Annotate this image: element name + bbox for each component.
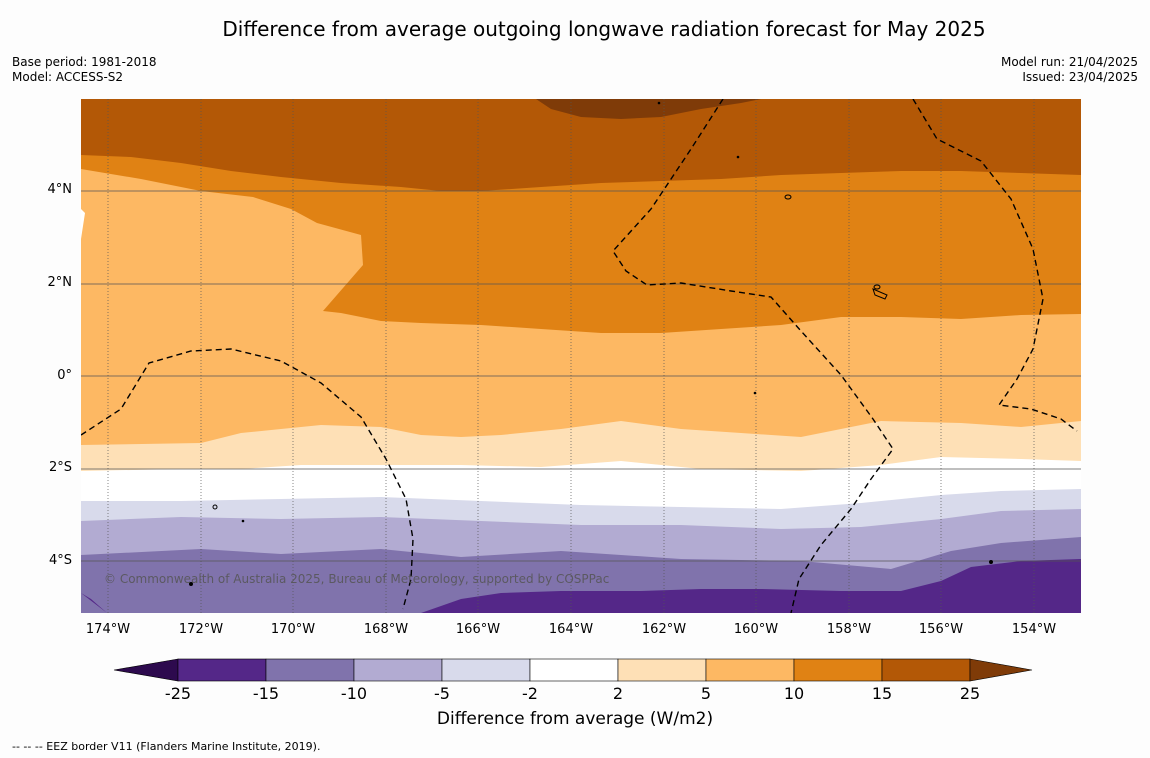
colorbar-tick: 25 [959, 684, 981, 703]
band-deep-brown [536, 99, 761, 119]
island-markers [189, 101, 993, 586]
colorbar-segment [705, 658, 795, 682]
copyright-watermark: © Commonwealth of Australia 2025, Bureau… [104, 572, 610, 586]
colorbar-tick: 5 [700, 684, 712, 703]
colorbar-segment [529, 658, 619, 682]
lon-label-160w: 160°W [733, 622, 779, 637]
map-title: Difference from average outgoing longwav… [222, 17, 986, 41]
lat-label-equator: 0° [57, 368, 72, 383]
meta-left: Base period: 1981-2018 Model: ACCESS-S2 [12, 55, 157, 85]
colorbar-segment [353, 658, 443, 682]
colorbar-label: Difference from average (W/m2) [436, 709, 714, 729]
colorbar-tick: 15 [871, 684, 893, 703]
colorbar-segment [177, 658, 267, 682]
colorbar-segment [265, 658, 355, 682]
colorbar [113, 658, 1033, 682]
band-brown [81, 99, 1081, 191]
lat-label-4s: 4°S [48, 553, 72, 568]
lon-label-168w: 168°W [363, 622, 409, 637]
colorbar-arrow-low [113, 658, 179, 682]
model-name: Model: ACCESS-S2 [12, 70, 124, 84]
colorbar-tick: 2 [612, 684, 624, 703]
graticule [81, 99, 1081, 613]
colorbar-tick: -2 [522, 684, 538, 703]
colorbar-segment [441, 658, 531, 682]
colorbar-segment [793, 658, 883, 682]
colorbar-tick: -15 [252, 684, 280, 703]
colorbar-tick: -25 [164, 684, 192, 703]
meta-right: Model run: 21/04/2025 Issued: 23/04/2025 [1001, 55, 1138, 85]
colorbar-segment [881, 658, 971, 682]
lon-label-164w: 164°W [548, 622, 594, 637]
lon-label-154w: 154°W [1011, 622, 1057, 637]
colorbar-arrow-high [969, 658, 1033, 682]
base-period: Base period: 1981-2018 [12, 55, 157, 69]
lat-label-4n: 4°N [47, 182, 73, 197]
colorbar-tick: 10 [783, 684, 805, 703]
lat-label-2s: 2°S [48, 460, 72, 475]
issued-date: Issued: 23/04/2025 [1022, 70, 1138, 84]
lat-label-2n: 2°N [47, 275, 73, 290]
eez-border [81, 99, 1078, 613]
eez-footnote: -- -- -- EEZ border V11 (Flanders Marine… [12, 740, 321, 753]
band-white-patch [81, 209, 85, 239]
map-panel [81, 99, 1081, 613]
lon-label-172w: 172°W [178, 622, 224, 637]
colorbar-tick: -10 [340, 684, 368, 703]
colorbar-segment [617, 658, 707, 682]
band-deep-purple [421, 559, 1081, 613]
lon-label-174w: 174°W [85, 622, 131, 637]
lon-label-162w: 162°W [641, 622, 687, 637]
model-run: Model run: 21/04/2025 [1000, 55, 1138, 69]
band-deep-purple [81, 593, 107, 613]
lon-label-156w: 156°W [918, 622, 964, 637]
lon-label-166w: 166°W [455, 622, 501, 637]
colorbar-tick: -5 [434, 684, 450, 703]
lon-label-170w: 170°W [270, 622, 316, 637]
lon-label-158w: 158°W [826, 622, 872, 637]
